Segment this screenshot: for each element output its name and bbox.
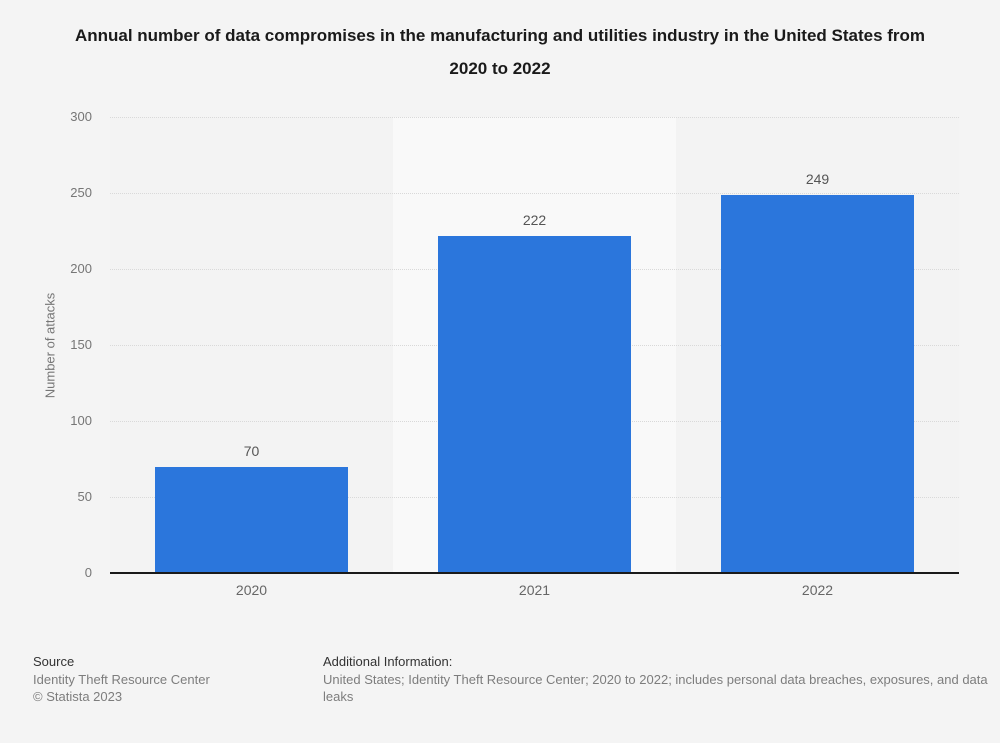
- additional-information-label: Additional Information:: [323, 654, 453, 669]
- bar-2020[interactable]: [155, 466, 348, 573]
- y-tick-label-250: 250: [70, 185, 92, 200]
- y-tick-label-0: 0: [84, 565, 92, 580]
- source-label: Source: [33, 654, 75, 669]
- plot-area: 0 50 100 150 200 250 300 70 2020 222 2021 249 2022: [70, 109, 959, 598]
- footer-additional-block: Additional Information: United States; I…: [323, 653, 993, 706]
- y-tick-label-50: 50: [77, 489, 92, 504]
- y-tick-label-300: 300: [70, 109, 92, 124]
- y-tick-label-150: 150: [70, 337, 92, 352]
- bar-2022[interactable]: [721, 194, 914, 573]
- x-axis-line: [110, 572, 959, 574]
- bar-value-label-2020: 70: [243, 442, 260, 459]
- x-tick-label-2022: 2022: [801, 582, 834, 598]
- footer-source-block: Source Identity Theft Resource Center © …: [33, 653, 303, 706]
- y-tick-label-200: 200: [70, 261, 92, 276]
- additional-information-text: United States; Identity Theft Resource C…: [323, 671, 988, 705]
- x-tick-label-2021: 2021: [518, 582, 551, 598]
- bar-2021[interactable]: [438, 235, 631, 573]
- gridline-250: [110, 193, 959, 194]
- bar-value-label-2022: 249: [805, 170, 830, 187]
- source-name: Identity Theft Resource Center: [33, 671, 210, 687]
- statista-copyright: © Statista 2023: [33, 689, 123, 704]
- chart-title: Annual number of data compromises in the…: [74, 26, 926, 78]
- bar-value-label-2021: 222: [522, 211, 547, 228]
- gridline-300: [110, 117, 959, 118]
- y-tick-label-100: 100: [70, 413, 92, 428]
- x-tick-label-2020: 2020: [235, 582, 268, 598]
